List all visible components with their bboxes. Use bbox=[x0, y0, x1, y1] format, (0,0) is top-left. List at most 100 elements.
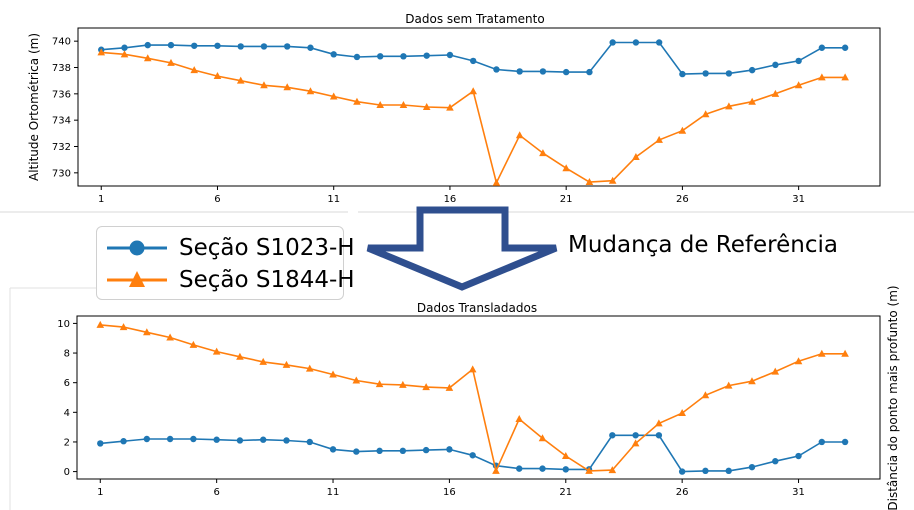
top-series-2-point bbox=[725, 102, 733, 110]
top-series-2-point bbox=[306, 87, 315, 95]
bottom-series-1-point bbox=[399, 447, 407, 455]
top-series-2-point bbox=[701, 110, 710, 118]
bottom-chart-plot-area bbox=[76, 315, 881, 480]
bottom-series-1-point bbox=[376, 447, 383, 455]
bottom-series-1-point bbox=[702, 467, 709, 475]
bottom-ytick-label: 6 bbox=[64, 378, 70, 389]
top-series-1-point bbox=[191, 42, 198, 49]
bottom-series-1-point bbox=[469, 452, 476, 459]
top-series-2-point bbox=[492, 178, 501, 186]
top-series-1-point bbox=[493, 66, 500, 73]
top-series-1-point bbox=[260, 43, 268, 50]
top-series-2-point bbox=[376, 101, 385, 109]
bottom-series-2-point bbox=[305, 364, 314, 372]
top-series-1-point bbox=[795, 57, 802, 65]
top-series-1-point bbox=[214, 42, 221, 49]
top-series-1-point bbox=[237, 43, 244, 50]
bottom-series-1-point bbox=[166, 435, 174, 443]
bottom-series-2-point bbox=[771, 367, 780, 375]
top-series-1-point bbox=[772, 61, 779, 69]
top-ytick-label: 734 bbox=[52, 116, 71, 127]
top-series-1-point bbox=[377, 53, 384, 60]
top-series-2-point bbox=[143, 54, 152, 62]
bottom-series-2-point bbox=[538, 434, 547, 442]
top-series-2-point bbox=[213, 72, 222, 80]
bottom-ytick-label: 2 bbox=[64, 437, 70, 448]
top-series-1-point bbox=[423, 52, 430, 59]
bottom-series-1-point bbox=[213, 436, 220, 443]
bottom-series-1-point bbox=[632, 432, 639, 439]
bottom-series-2-point bbox=[166, 333, 174, 341]
top-series-2-point bbox=[771, 89, 780, 97]
bottom-series-2-point bbox=[561, 452, 570, 460]
bottom-series-2-point bbox=[794, 357, 803, 365]
legend-item-series1: Seção S1023-H bbox=[105, 232, 355, 264]
bottom-series-2-point bbox=[236, 352, 244, 360]
top-chart: Dados sem Tratamento Altitude Ortométric… bbox=[27, 12, 881, 205]
top-series-2-point bbox=[841, 73, 849, 81]
top-series-1-point bbox=[632, 39, 640, 46]
top-series-1-point bbox=[516, 68, 523, 75]
bottom-series-2-point bbox=[724, 381, 733, 389]
top-ytick-label: 740 bbox=[52, 37, 71, 48]
bottom-series-2-point bbox=[143, 328, 151, 336]
top-series-1-point bbox=[284, 43, 291, 50]
top-series-2-point bbox=[97, 48, 106, 56]
top-series-1-point bbox=[400, 53, 407, 60]
bottom-series-1-point bbox=[539, 465, 546, 472]
bottom-series-1-point bbox=[562, 466, 569, 473]
top-ytick-label: 736 bbox=[52, 89, 71, 100]
top-series-1-point bbox=[655, 39, 663, 46]
top-series-1-point bbox=[748, 66, 756, 74]
bottom-xtick-label: 11 bbox=[327, 487, 340, 498]
top-series-2-point bbox=[632, 153, 640, 161]
bottom-series-1-point bbox=[655, 432, 663, 439]
top-ytick-label: 730 bbox=[52, 168, 71, 179]
top-xtick-label: 6 bbox=[214, 194, 220, 205]
top-series-1-point bbox=[330, 51, 337, 58]
bottom-series-2-line bbox=[100, 324, 846, 474]
bottom-series-2-point bbox=[678, 409, 686, 417]
bottom-series-2-point bbox=[515, 414, 524, 422]
top-series-2-point bbox=[190, 66, 199, 74]
bottom-series-2-point bbox=[701, 391, 710, 399]
bottom-series-2-point bbox=[818, 349, 826, 357]
top-series-2-point bbox=[260, 81, 268, 89]
top-series-1-point bbox=[702, 70, 709, 77]
top-series-2-point bbox=[120, 50, 129, 58]
bottom-series-1-point bbox=[748, 463, 756, 471]
down-arrow-icon bbox=[366, 206, 558, 291]
top-ytick-label: 738 bbox=[52, 63, 71, 74]
top-series-2-point bbox=[353, 97, 361, 105]
top-xtick-label: 1 bbox=[98, 194, 104, 205]
bottom-series-1-point bbox=[353, 448, 360, 455]
top-series-2-point bbox=[539, 149, 547, 157]
bottom-series-2-point bbox=[352, 376, 361, 384]
top-series-2-point bbox=[655, 135, 663, 143]
top-series-1-point bbox=[539, 68, 547, 75]
top-series-2-point bbox=[515, 131, 524, 139]
top-series-2-point bbox=[422, 103, 431, 110]
bottom-series-2-point bbox=[422, 383, 430, 391]
top-series-1-point bbox=[167, 41, 175, 49]
top-xtick-label: 26 bbox=[676, 194, 689, 205]
top-series-2-point bbox=[794, 81, 803, 89]
bottom-ytick-label: 10 bbox=[57, 319, 70, 330]
top-series-2-point bbox=[678, 126, 687, 134]
bottom-series-2-point bbox=[189, 340, 198, 348]
bottom-series-2-point bbox=[445, 383, 454, 391]
top-series-2-point bbox=[818, 73, 826, 81]
top-series-1-point bbox=[469, 57, 477, 65]
top-series-2-point bbox=[562, 164, 570, 172]
top-series-2-point bbox=[236, 76, 245, 84]
bottom-series-2-point bbox=[259, 357, 268, 365]
top-series-2-point bbox=[283, 83, 292, 91]
bottom-series-2-point bbox=[212, 347, 221, 355]
bottom-series-1-point bbox=[772, 458, 779, 465]
legend: Seção S1023-H Seção S1844-H bbox=[96, 226, 355, 300]
top-series-2-point bbox=[585, 178, 594, 186]
bottom-series-2-point bbox=[329, 370, 337, 378]
top-series-2-point bbox=[608, 176, 617, 184]
bottom-series-2-point bbox=[608, 466, 617, 474]
